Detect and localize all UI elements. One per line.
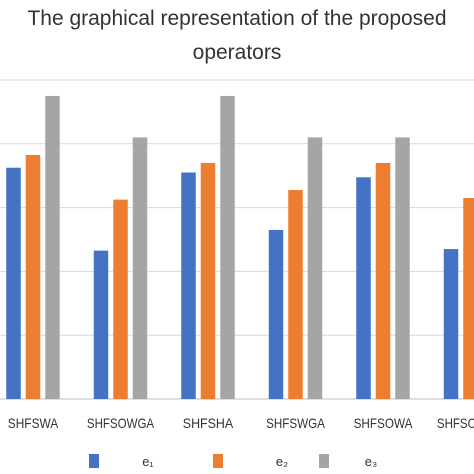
bar-1-3 xyxy=(181,172,196,399)
bar-3-5 xyxy=(395,137,410,400)
bar-2-6 xyxy=(463,198,474,399)
legend-swatch-3 xyxy=(319,454,329,468)
bar-2-1 xyxy=(25,154,41,399)
bar-3-3 xyxy=(220,95,235,399)
x-tick-label: SHFSOWGA xyxy=(437,415,474,431)
bar-2-5 xyxy=(375,162,391,399)
x-tick-label: SHFSOWA xyxy=(354,415,413,431)
bar-2-4 xyxy=(288,190,303,399)
legend-label-1: e₁ xyxy=(142,454,154,469)
x-tick-label: SHFSWGA xyxy=(266,415,325,431)
bar-1-2 xyxy=(93,250,109,399)
bar-2-2 xyxy=(113,199,128,399)
chart-title: The graphical representation of the prop… xyxy=(27,7,447,64)
bar-3-1 xyxy=(45,95,60,399)
bar-1-5 xyxy=(356,177,371,399)
bar-1-6 xyxy=(443,249,459,399)
legend-swatch-1 xyxy=(89,454,99,468)
bar-1-4 xyxy=(268,229,284,399)
legend-label-2: e₂ xyxy=(276,454,288,469)
bar-1-1 xyxy=(6,167,21,399)
bar-3-4 xyxy=(307,137,323,400)
x-tick-label: SHFSWA xyxy=(8,415,59,431)
bar-2-3 xyxy=(200,162,216,399)
legend-swatch-2 xyxy=(213,454,223,468)
legend-label-3: e₃ xyxy=(365,454,378,469)
x-tick-label: SHFSOWGA xyxy=(87,415,155,431)
bar-3-2 xyxy=(132,137,148,400)
x-tick-label: SHFSHA xyxy=(183,415,234,431)
